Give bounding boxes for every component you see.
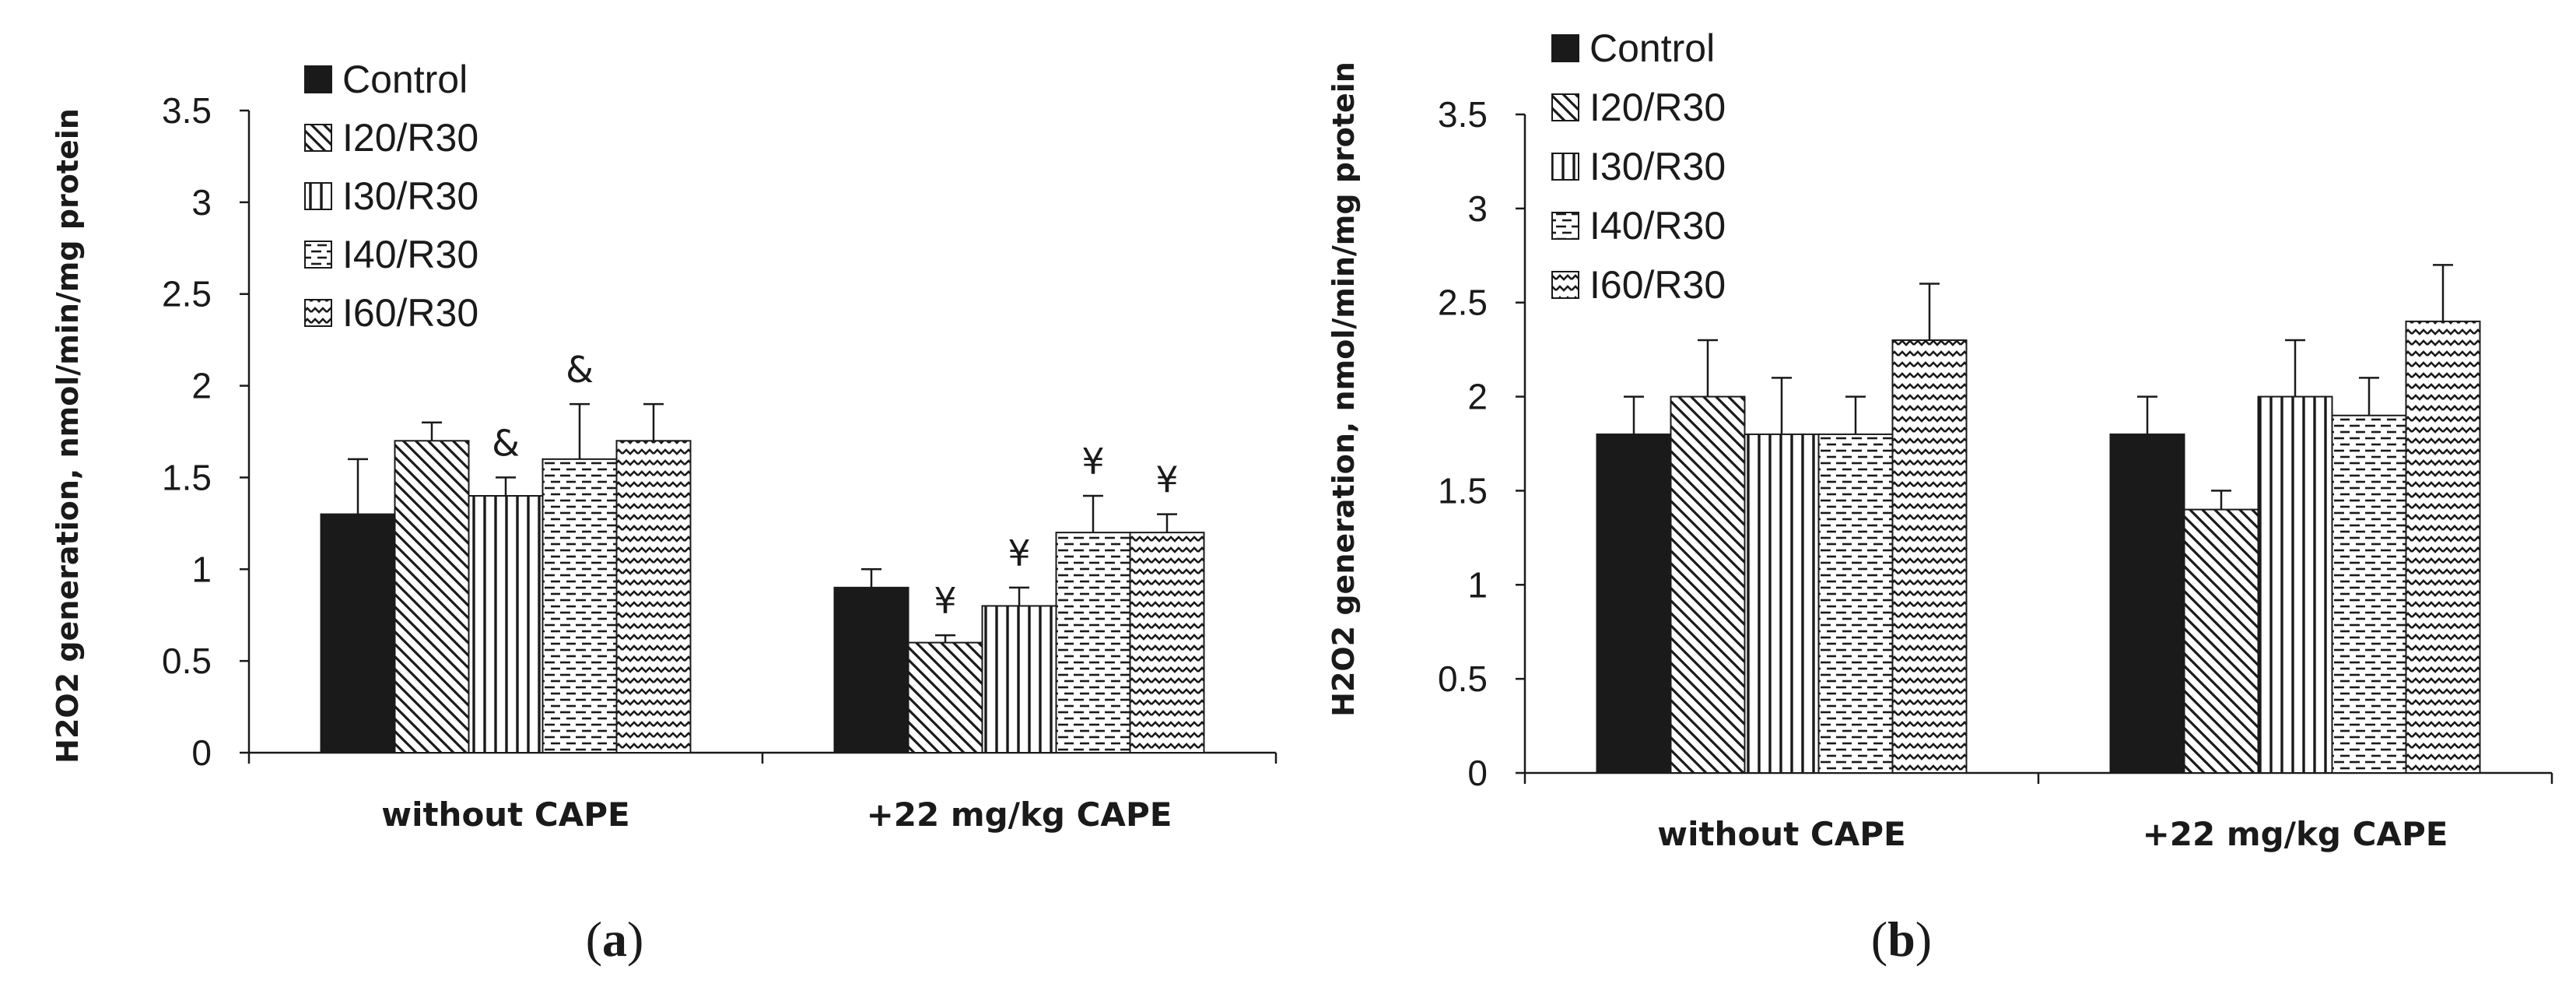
legend-swatch xyxy=(1551,271,1579,299)
bar xyxy=(2405,320,2481,774)
legend-swatch xyxy=(1551,212,1579,240)
legend-swatch xyxy=(304,299,332,327)
y-tick-label: 1.5 xyxy=(1438,470,1488,511)
legend-label: Control xyxy=(1589,26,1715,70)
legend-swatch xyxy=(304,241,332,269)
bar xyxy=(907,641,983,753)
y-tick-label: 1.5 xyxy=(162,457,212,497)
y-tick-label: 0 xyxy=(1467,753,1488,793)
significance-marker: & xyxy=(566,349,594,391)
legend-swatch xyxy=(1551,34,1579,62)
significance-marker: & xyxy=(492,422,520,464)
significance-marker: ¥ xyxy=(934,580,956,622)
bar xyxy=(1891,339,1968,774)
bar xyxy=(320,513,396,753)
x-category-label: +22 mg/kg CAPE xyxy=(2143,815,2448,853)
legend-label: I60/R30 xyxy=(1589,263,1726,307)
bar xyxy=(2331,414,2407,774)
bar xyxy=(2183,508,2259,774)
y-axis-label: H2O2 generation, nmol/min/mg protein xyxy=(51,108,85,764)
y-tick-label: 1 xyxy=(191,549,212,589)
y-tick-label: 3.5 xyxy=(162,90,212,131)
legend-swatch xyxy=(1551,153,1579,181)
y-axis-label: H2O2 generation, nmol/min/mg protein xyxy=(1327,61,1361,717)
legend-label: I20/R30 xyxy=(1589,86,1726,129)
significance-marker: ¥ xyxy=(1155,459,1178,501)
y-tick-label: 2 xyxy=(1467,377,1488,417)
bar xyxy=(981,605,1057,754)
bar xyxy=(468,495,544,753)
significance-marker: ¥ xyxy=(1008,532,1030,574)
legend-swatch xyxy=(304,182,332,210)
legend-label: I30/R30 xyxy=(1589,145,1726,188)
bar xyxy=(2257,395,2333,774)
significance-marker: ¥ xyxy=(1081,441,1104,483)
panel-label: (a) xyxy=(586,911,644,967)
legend-swatch xyxy=(304,124,332,152)
bar xyxy=(394,440,470,753)
legend-label: I40/R30 xyxy=(1589,204,1726,248)
legend-label: I60/R30 xyxy=(342,291,478,335)
legend-label: Control xyxy=(342,58,468,101)
bar xyxy=(833,586,909,753)
bar xyxy=(615,440,692,753)
y-tick-label: 0.5 xyxy=(162,641,212,681)
y-tick-label: 0.5 xyxy=(1438,659,1488,699)
y-tick-label: 1 xyxy=(1467,564,1488,605)
bar xyxy=(541,458,618,753)
y-tick-label: 0 xyxy=(191,732,212,773)
y-tick-label: 2.5 xyxy=(1438,283,1488,323)
legend-swatch xyxy=(1551,93,1579,121)
y-tick-label: 3 xyxy=(1467,188,1488,229)
chart-panel-b: H2O2 generation, nmol/min/mg protein (b)… xyxy=(1327,26,2553,967)
bar xyxy=(2109,433,2185,774)
bar xyxy=(1055,532,1131,754)
x-category-label: +22 mg/kg CAPE xyxy=(867,796,1172,834)
legend-label: I20/R30 xyxy=(342,116,478,160)
chart-panel-a: H2O2 generation, nmol/min/mg protein (a)… xyxy=(51,58,1277,967)
bar xyxy=(1817,433,1894,774)
y-tick-label: 2 xyxy=(191,366,212,406)
x-category-label: without CAPE xyxy=(381,796,629,834)
y-tick-label: 2.5 xyxy=(162,274,212,314)
y-tick-label: 3 xyxy=(191,182,212,223)
bar xyxy=(1744,433,1820,774)
bar xyxy=(1670,395,1746,774)
legend-swatch xyxy=(304,65,332,93)
y-tick-label: 3.5 xyxy=(1438,94,1488,135)
x-category-label: without CAPE xyxy=(1657,815,1905,853)
bar xyxy=(1596,433,1672,774)
panel-label: (b) xyxy=(1871,911,1932,967)
legend-label: I30/R30 xyxy=(342,174,478,218)
bar xyxy=(1129,532,1205,754)
legend-label: I40/R30 xyxy=(342,233,478,276)
